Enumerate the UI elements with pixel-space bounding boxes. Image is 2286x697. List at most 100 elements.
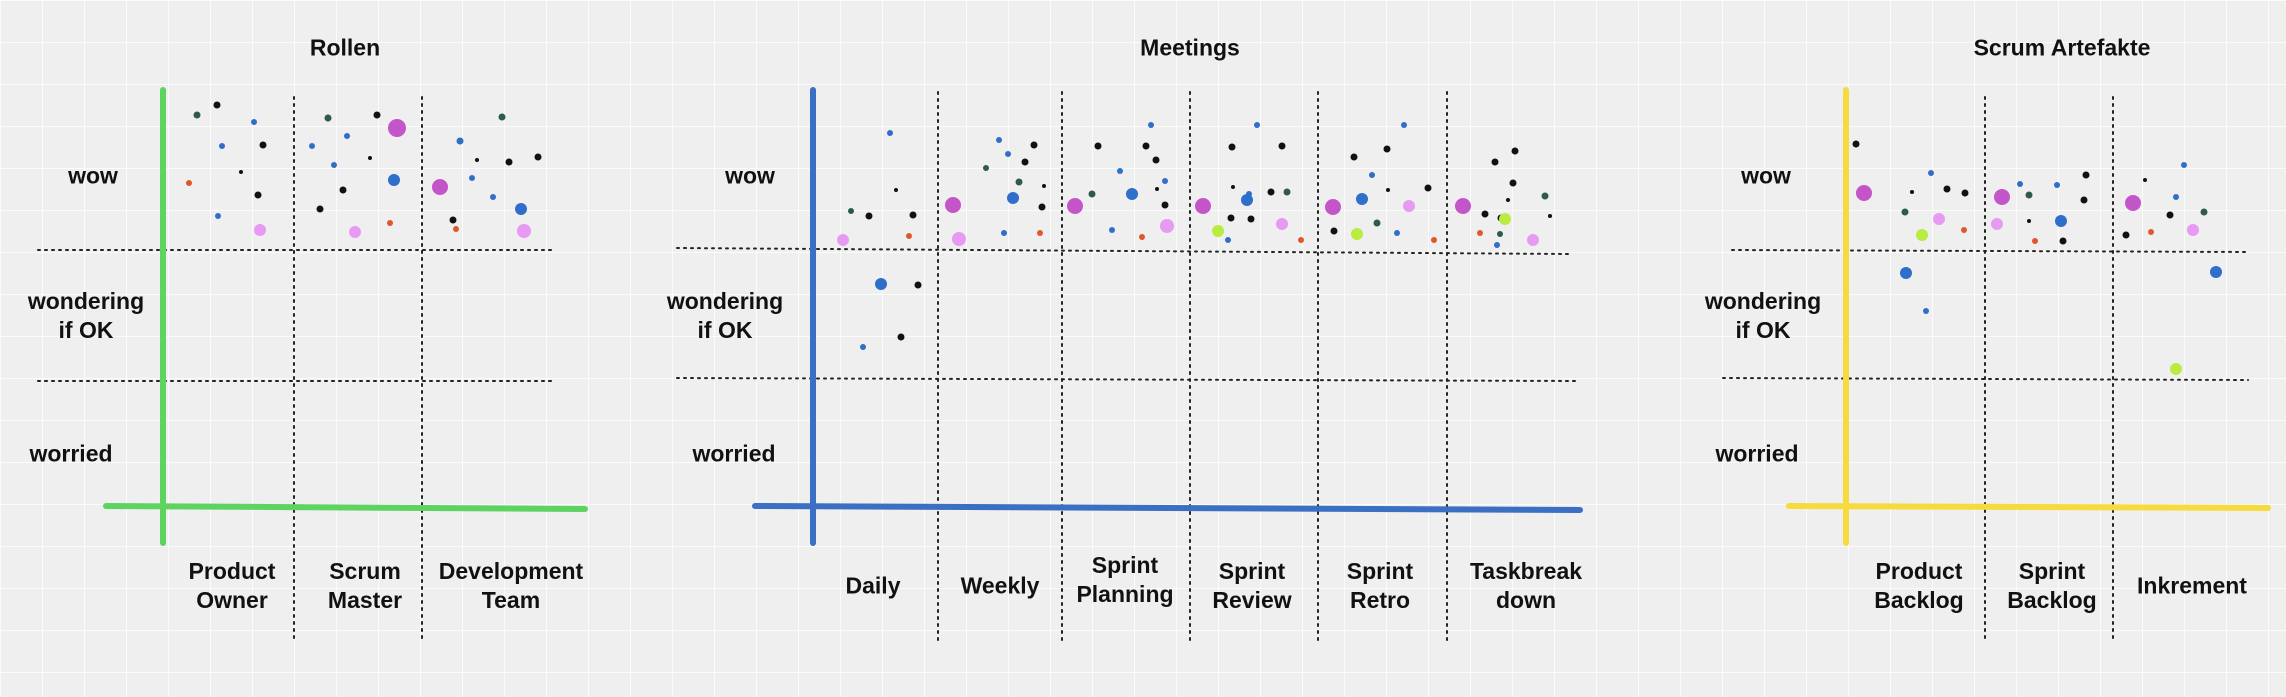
vote-dot [1527, 234, 1539, 246]
board-title-scrum-artefakte: Scrum Artefakte [1973, 34, 2151, 61]
vote-dot [2122, 231, 2130, 239]
vote-dot [1491, 158, 1499, 166]
vote-dot [213, 101, 221, 109]
vote-dot [1228, 143, 1236, 151]
vote-dot [1126, 188, 1138, 200]
vote-dot [453, 226, 459, 232]
vote-dot [1961, 227, 1967, 233]
row-divider [1731, 249, 2249, 253]
column-label-scrum-master: Scrum Master [327, 558, 403, 613]
vote-dot [1254, 122, 1260, 128]
vote-dot [1007, 192, 1019, 204]
vote-dot [1037, 230, 1043, 236]
vote-dot [1356, 193, 1368, 205]
vote-dot [368, 156, 372, 160]
column-label-sprint-backlog: Sprint Backlog [2007, 558, 2097, 613]
vote-dot [2017, 181, 2023, 187]
column-label-sprint-planning: Sprint Planning [1076, 552, 1174, 607]
vote-dot [2166, 211, 2174, 219]
row-divider [676, 377, 1579, 382]
vote-dot [1852, 140, 1860, 148]
vote-dot [1509, 179, 1517, 187]
horizontal-axis [1786, 503, 2271, 511]
vote-dot [2027, 219, 2031, 223]
vote-dot [349, 226, 361, 238]
column-label-product-owner: Product Owner [188, 558, 276, 613]
vote-dot [2125, 195, 2141, 211]
horizontal-axis [103, 503, 588, 512]
board-title-rollen: Rollen [309, 34, 381, 61]
column-label-weekly: Weekly [960, 572, 1040, 599]
vote-dot [1030, 141, 1038, 149]
vote-dot [1241, 194, 1253, 206]
vote-dot [2080, 196, 2088, 204]
vote-dot [1910, 190, 1914, 194]
row-label-wow: wow [1741, 162, 1791, 189]
vote-dot [517, 224, 531, 238]
vote-dot [945, 197, 961, 213]
vote-dot [914, 281, 922, 289]
vote-dot [1933, 213, 1945, 225]
vote-dot [1994, 189, 2010, 205]
vote-dot [1152, 156, 1160, 164]
vote-dot [848, 208, 854, 214]
vote-dot [186, 180, 192, 186]
column-label-development-team: Development Team [438, 558, 584, 613]
vote-dot [1455, 198, 1471, 214]
vote-dot [1139, 234, 1145, 240]
vote-dot [1383, 145, 1391, 153]
vote-dot [490, 194, 496, 200]
vote-dot [860, 344, 866, 350]
vote-dot [2181, 162, 2187, 168]
vote-dot [1369, 172, 1375, 178]
row-divider [676, 247, 1571, 255]
vote-dot [1067, 198, 1083, 214]
vote-dot [2148, 229, 2154, 235]
column-label-inkrement: Inkrement [2137, 572, 2247, 599]
vote-dot [1195, 198, 1211, 214]
vote-dot [1278, 142, 1286, 150]
vote-dot [1424, 184, 1432, 192]
vote-dot [1923, 308, 1929, 314]
vote-dot [219, 143, 225, 149]
vote-dot [1900, 267, 1912, 279]
vote-dot [894, 188, 898, 192]
vote-dot [1267, 188, 1275, 196]
column-label-daily: Daily [845, 572, 901, 599]
vote-dot [1042, 184, 1046, 188]
vote-dot [1991, 218, 2003, 230]
row-label-worried: worried [29, 440, 113, 467]
vote-dot [1001, 230, 1007, 236]
vote-dot [1943, 185, 1951, 193]
vote-dot [2143, 178, 2147, 182]
vote-dot [1231, 185, 1235, 189]
vote-dot [1021, 158, 1029, 166]
row-label-wondering: wondering if OK [27, 288, 145, 343]
vote-dot [1005, 151, 1011, 157]
row-label-worried: worried [1715, 440, 1799, 467]
vote-dot [1155, 187, 1159, 191]
column-label-sprint-review: Sprint Review [1212, 558, 1292, 613]
vote-dot [254, 191, 262, 199]
vote-dot [909, 211, 917, 219]
vote-dot [1298, 237, 1304, 243]
vote-dot [193, 111, 201, 119]
vote-dot [2059, 237, 2067, 245]
vote-dot [475, 158, 479, 162]
row-label-wow: wow [68, 162, 118, 189]
vote-dot [498, 113, 506, 121]
vote-dot [1497, 231, 1503, 237]
vote-dot [1212, 225, 1224, 237]
vote-dot [1247, 215, 1255, 223]
row-label-worried: worried [692, 440, 776, 467]
vote-dot [2170, 363, 2182, 375]
vote-dot [388, 174, 400, 186]
vote-dot [1541, 192, 1549, 200]
vote-dot [1117, 168, 1123, 174]
vote-dot [837, 234, 849, 246]
vote-dot [339, 186, 347, 194]
vote-dot [469, 175, 475, 181]
vote-dot [1401, 122, 1407, 128]
